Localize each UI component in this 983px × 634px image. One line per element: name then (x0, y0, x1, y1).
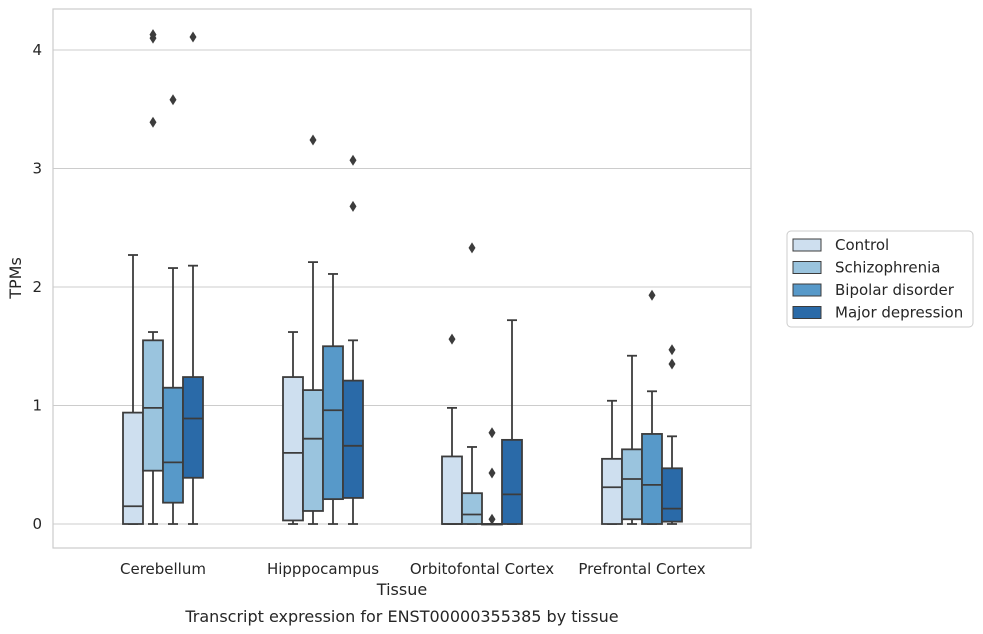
box-control-1 (282, 331, 304, 525)
outlier-point (448, 333, 456, 345)
y-tick-label: 2 (32, 278, 42, 296)
outlier-point (309, 134, 317, 146)
box-schizophrenia-0 (142, 29, 164, 525)
legend-label: Control (835, 236, 889, 254)
outlier-point (488, 467, 496, 479)
box-bipolar-disorder-1 (322, 273, 344, 525)
box-body (122, 411, 144, 525)
outlier-point (668, 358, 676, 370)
y-tick-label: 4 (32, 41, 42, 59)
legend-label: Bipolar disorder (835, 281, 955, 299)
box-body (461, 492, 483, 525)
box-schizophrenia-2 (461, 242, 483, 525)
boxes (122, 29, 683, 526)
box-major-depression-1 (342, 154, 364, 525)
box-body (182, 376, 204, 479)
y-ticks: 0 1 2 3 4 (32, 41, 42, 533)
y-tick-label: 0 (32, 515, 42, 533)
box-major-depression-2 (501, 319, 523, 525)
legend: Control Schizophrenia Bipolar disorder Majo… (786, 230, 974, 328)
box-body (441, 455, 463, 525)
box-body (302, 389, 324, 512)
x-tick-label: Prefrontal Cortex (578, 560, 705, 578)
y-tick-label: 3 (32, 160, 42, 178)
chart-title: Transcript expression for ENST0000035538… (184, 607, 618, 626)
box-major-depression-3 (661, 344, 683, 525)
box-schizophrenia-1 (302, 134, 324, 525)
box-body (661, 467, 683, 523)
box-major-depression-0 (182, 31, 204, 525)
box-schizophrenia-3 (621, 354, 643, 525)
box-bipolar-disorder-2 (481, 427, 503, 526)
outlier-point (349, 200, 357, 212)
outlier-point (488, 427, 496, 439)
box-body (162, 386, 184, 504)
box-body (342, 379, 364, 499)
box-body (282, 376, 304, 522)
x-tick-label: Hipppocampus (267, 560, 379, 578)
legend-swatch (792, 261, 822, 274)
box-body (621, 448, 643, 521)
legend-label: Schizophrenia (835, 259, 940, 277)
outlier-point (488, 513, 496, 525)
x-ticks: Cerebellum Hipppocampus Orbitofontal Corte… (120, 560, 706, 578)
outlier-point (349, 154, 357, 166)
box-body (322, 345, 344, 501)
box-body (641, 433, 663, 525)
outlier-point (648, 289, 656, 301)
outlier-point (149, 116, 157, 128)
legend-frame (786, 230, 974, 328)
legend-swatch (792, 283, 822, 297)
x-axis-label: Tissue (376, 580, 427, 599)
box-bipolar-disorder-0 (162, 94, 184, 525)
outlier-point (149, 29, 157, 41)
box-control-3 (601, 399, 623, 525)
box-body (601, 457, 623, 525)
plot-frame (52, 8, 752, 549)
x-tick-label: Orbitofontal Cortex (410, 560, 554, 578)
outlier-point (189, 31, 197, 43)
outlier-point (169, 94, 177, 106)
legend-label: Major depression (835, 304, 963, 322)
box-body (501, 438, 523, 525)
x-tick-label: Cerebellum (120, 560, 206, 578)
outlier-point (668, 344, 676, 356)
box-control-0 (122, 254, 144, 525)
box-bipolar-disorder-3 (641, 289, 663, 525)
y-axis-label: TPMs (6, 257, 25, 300)
legend-swatch (792, 306, 822, 319)
outlier-point (468, 242, 476, 254)
y-tick-label: 1 (32, 397, 42, 415)
box-body (142, 339, 164, 472)
box-control-2 (441, 333, 463, 525)
legend-swatch (792, 238, 822, 252)
